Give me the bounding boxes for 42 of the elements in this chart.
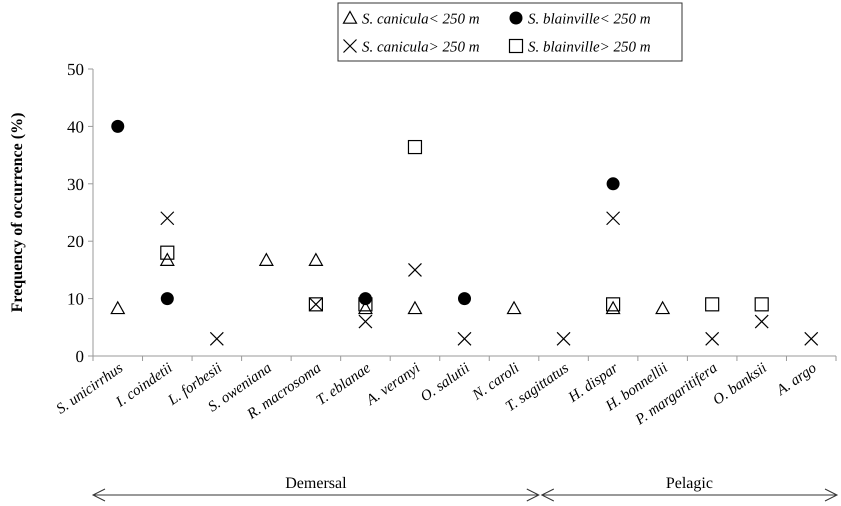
point	[606, 211, 620, 226]
point	[754, 297, 769, 312]
point	[160, 292, 174, 306]
point	[754, 314, 769, 329]
point	[111, 120, 124, 133]
point	[705, 332, 720, 346]
y-tick-label: 0	[76, 346, 84, 366]
point	[606, 301, 620, 314]
legend-label: S. canicula< 250 m	[362, 11, 480, 28]
y-tick-label: 50	[67, 60, 84, 79]
legend-label: S. blainville< 250 m	[528, 11, 651, 28]
point	[160, 246, 174, 260]
point	[210, 332, 224, 346]
x-tick-label: A. argo	[773, 360, 820, 400]
point	[556, 332, 571, 346]
point	[358, 314, 373, 329]
point	[606, 297, 620, 312]
point	[110, 301, 125, 314]
point	[358, 297, 373, 312]
point	[160, 211, 174, 226]
point	[705, 297, 720, 312]
y-tick-label: 20	[67, 232, 84, 252]
point	[804, 332, 818, 346]
point	[160, 253, 174, 266]
legend-label: S. canicula> 250 m	[362, 39, 480, 56]
point	[408, 301, 422, 314]
legend-label: S. blainville> 250 m	[528, 39, 651, 56]
point	[259, 253, 274, 266]
y-tick-label: 30	[67, 174, 84, 194]
point	[606, 177, 620, 190]
point	[457, 332, 472, 346]
point	[506, 301, 522, 314]
point	[656, 301, 670, 314]
point	[408, 262, 422, 277]
text: Pelagic	[666, 475, 713, 492]
point	[308, 253, 323, 266]
y-axis-title: Frequency of occurrence (%)	[9, 112, 26, 312]
y-tick-label: 40	[67, 117, 84, 136]
point	[458, 292, 471, 306]
point	[408, 140, 422, 154]
y-tick-label: 10	[67, 290, 84, 309]
text: Demersal	[285, 475, 348, 492]
